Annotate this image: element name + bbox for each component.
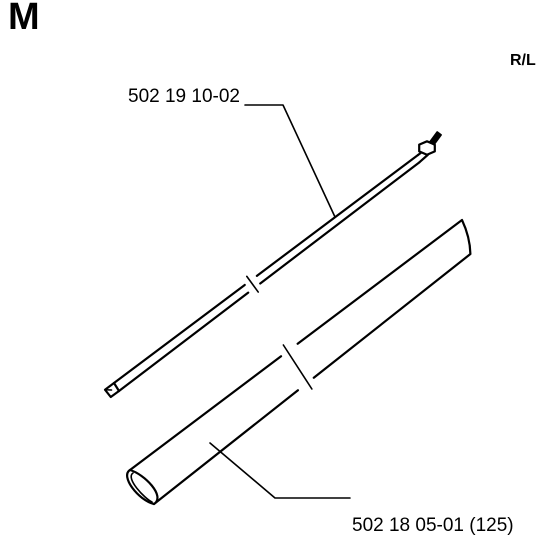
corner-letter: M [8,0,40,40]
top-right-code: R/L [510,52,536,70]
callout-bottom-line1: 502 18 05-01 (125) [352,515,514,537]
callout-top: 502 19 10-02 [128,86,240,108]
callout-bottom: 502 18 05-01 (125) 531 00 24-67 (132) [352,471,514,560]
diagram-canvas: M R/L 502 19 10-02 502 18 05-01 (125) 53… [0,0,560,560]
